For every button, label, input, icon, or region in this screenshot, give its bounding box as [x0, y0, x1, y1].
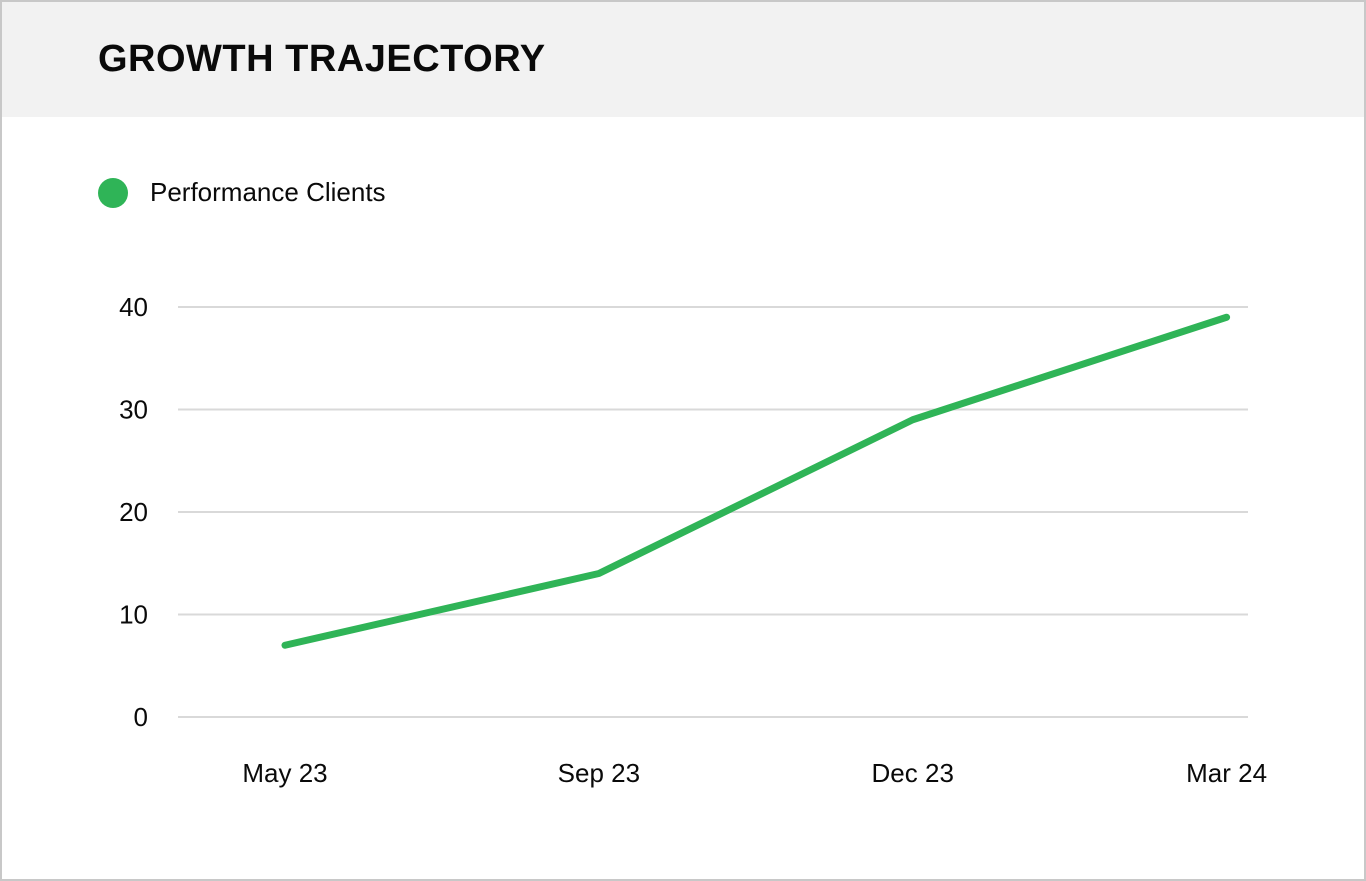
- chart-legend: Performance Clients: [98, 177, 1268, 208]
- x-tick-label: Sep 23: [558, 758, 640, 788]
- series-line: [285, 317, 1227, 645]
- legend-swatch: [98, 178, 128, 208]
- y-tick-label: 20: [119, 497, 148, 527]
- y-tick-label: 30: [119, 395, 148, 425]
- x-tick-label: Mar 24: [1186, 758, 1267, 788]
- card-title: GROWTH TRAJECTORY: [98, 38, 1364, 81]
- card-body: Performance Clients 0 10 20 30 40 May 23 Sep 2…: [2, 117, 1364, 879]
- chart-card: GROWTH TRAJECTORY Performance Clients 0 1…: [0, 0, 1366, 881]
- chart-area: 0 10 20 30 40 May 23 Sep 23 Dec 23 Mar 24: [98, 287, 1268, 839]
- x-tick-label: May 23: [242, 758, 327, 788]
- y-tick-label: 0: [134, 702, 148, 732]
- x-tick-label: Dec 23: [872, 758, 954, 788]
- y-tick-label: 40: [119, 292, 148, 322]
- line-chart: 0 10 20 30 40 May 23 Sep 23 Dec 23 Mar 24: [98, 287, 1272, 847]
- legend-label: Performance Clients: [150, 177, 386, 208]
- y-tick-label: 10: [119, 600, 148, 630]
- card-header: GROWTH TRAJECTORY: [2, 2, 1364, 117]
